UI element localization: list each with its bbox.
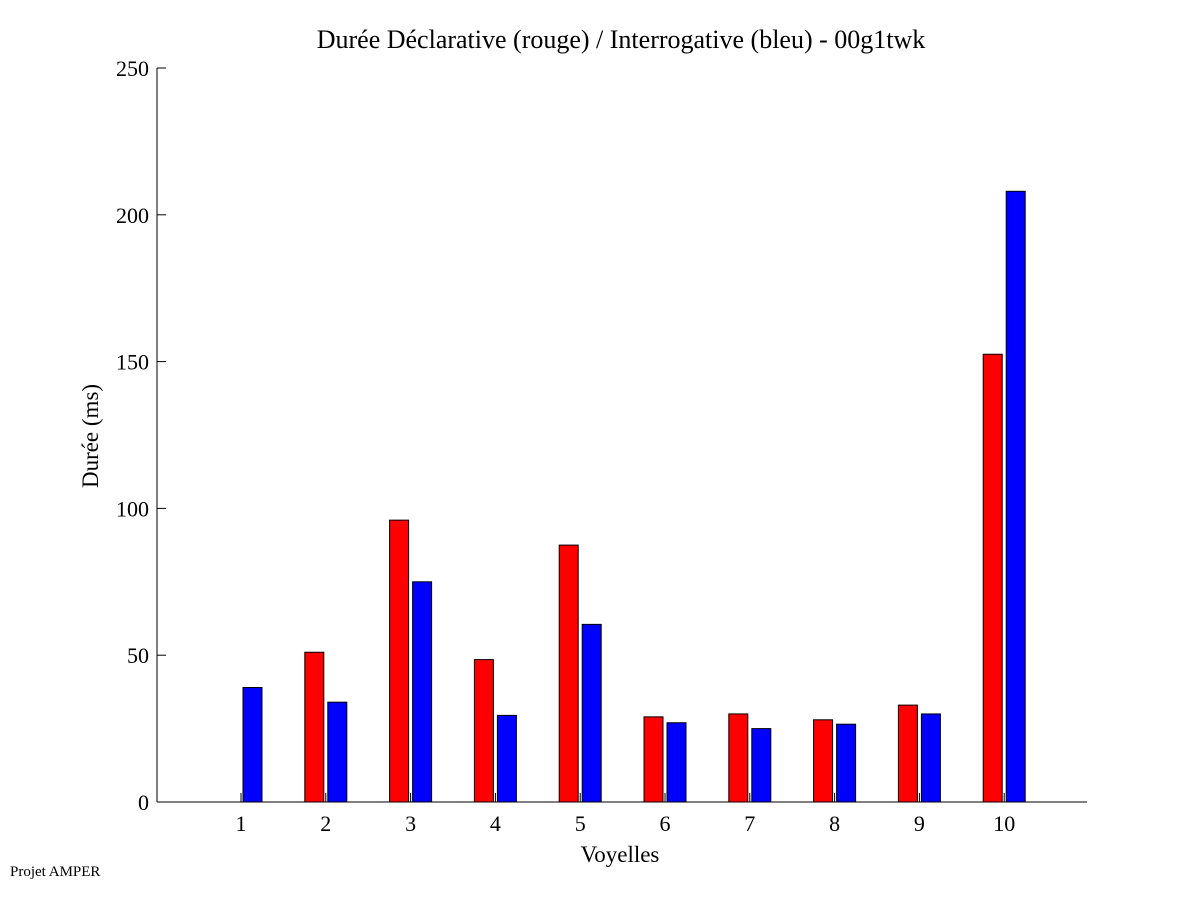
bar-red-10 xyxy=(982,353,1003,803)
x-tick-label: 2 xyxy=(320,811,331,836)
bar-blue-5 xyxy=(581,623,602,803)
bar-blue-2 xyxy=(327,701,348,803)
bars xyxy=(242,190,1026,803)
x-tick-label: 7 xyxy=(744,811,755,836)
x-tick-label: 4 xyxy=(490,811,501,836)
y-tick-label: 50 xyxy=(127,643,149,668)
bar-blue-9 xyxy=(920,713,941,803)
bar-blue-10 xyxy=(1005,190,1026,803)
y-tick-label: 250 xyxy=(116,56,149,81)
bar-red-8 xyxy=(813,719,834,803)
chart-title: Durée Déclarative (rouge) / Interrogativ… xyxy=(317,25,926,54)
y-axis-label: Durée (ms) xyxy=(78,384,103,488)
y-tick-label: 150 xyxy=(116,350,149,375)
tick-labels: 0 50 100 150 200 250 1 2 3 4 5 6 7 8 9 10 xyxy=(116,56,1015,836)
bar-blue-6 xyxy=(666,722,687,803)
y-tick-label: 100 xyxy=(116,496,149,521)
bar-blue-1 xyxy=(242,686,263,803)
bar-blue-4 xyxy=(496,714,517,803)
bar-red-4 xyxy=(473,659,494,803)
x-axis-label: Voyelles xyxy=(581,842,660,867)
bar-red-3 xyxy=(389,519,410,803)
y-tick-label: 200 xyxy=(116,203,149,228)
axes xyxy=(156,67,1087,803)
x-tick-label: 9 xyxy=(914,811,925,836)
bar-red-2 xyxy=(304,651,325,803)
x-tick-label: 6 xyxy=(660,811,671,836)
bar-red-6 xyxy=(643,716,664,803)
bar-blue-3 xyxy=(412,581,433,803)
x-tick-label: 10 xyxy=(993,811,1015,836)
bar-red-7 xyxy=(728,713,749,803)
x-tick-label: 8 xyxy=(829,811,840,836)
bar-blue-8 xyxy=(836,723,857,803)
bar-red-5 xyxy=(558,544,579,803)
footer-label: Projet AMPER xyxy=(10,864,101,880)
x-tick-label: 1 xyxy=(236,811,247,836)
x-tick-label: 5 xyxy=(575,811,586,836)
x-tick-label: 3 xyxy=(405,811,416,836)
bar-blue-7 xyxy=(751,728,772,803)
bar-red-9 xyxy=(897,704,918,803)
y-tick-label: 0 xyxy=(138,790,149,815)
